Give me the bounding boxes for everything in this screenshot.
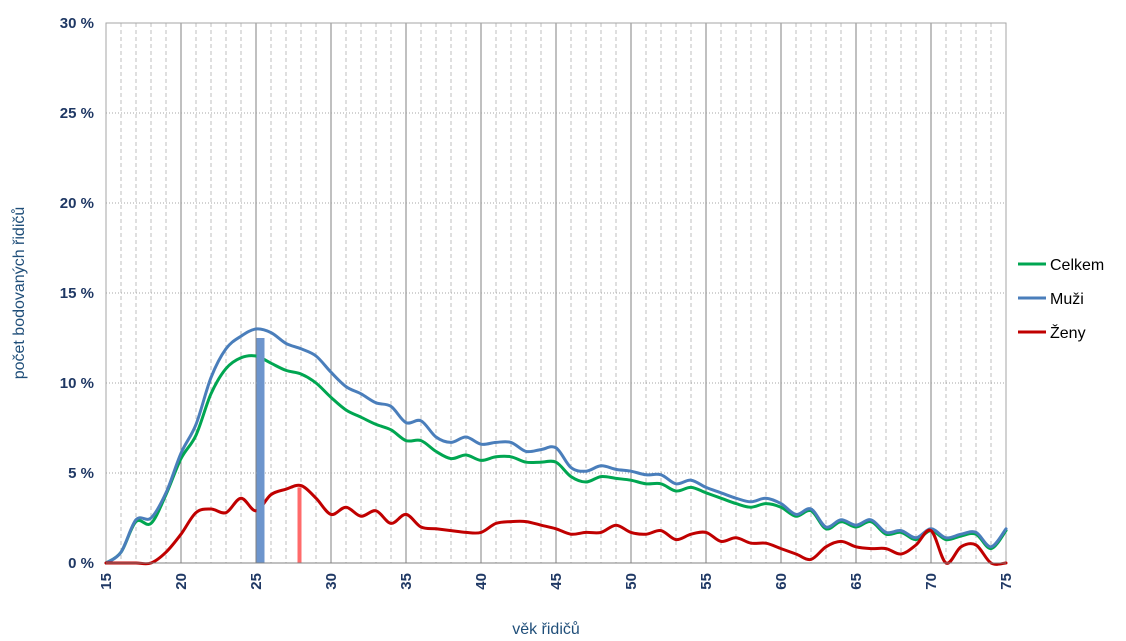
x-tick-label: 75 [998,573,1015,590]
marker-bars [256,338,302,563]
y-tick-label: 30 % [60,15,94,32]
y-tick-label: 20 % [60,195,94,212]
y-tick-label: 25 % [60,105,94,122]
y-tick-label: 15 % [60,285,94,302]
x-tick-label: 30 [323,573,340,590]
x-tick-label: 50 [623,573,640,590]
series-line-Muži [104,327,1008,565]
x-tick-label: 40 [473,573,490,590]
series-lines [104,327,1008,566]
y-tick-label: 5 % [68,465,94,482]
x-tick-label: 65 [848,573,865,590]
legend-label: Ženy [1050,323,1086,342]
y-axis-title: počet bodovaných řidičů [10,207,28,380]
x-tick-label: 45 [548,573,565,590]
x-tick-label: 25 [248,573,265,590]
x-axis-title: věk řidičů [512,620,580,638]
series-line-Ženy [104,483,1008,566]
x-axis-ticks: 15 20 25 30 35 40 45 50 55 60 65 70 75 [98,573,1015,590]
x-tick-label: 35 [398,573,415,590]
y-axis-ticks: 0 % 5 % 10 % 15 % 20 % 25 % 30 % [60,15,94,572]
y-tick-label: 10 % [60,375,94,392]
series-line-Celkem [104,354,1008,565]
x-tick-label: 60 [773,573,790,590]
x-tick-label: 20 [173,573,190,590]
x-tick-label: 55 [698,573,715,590]
legend-label: Muži [1050,291,1084,308]
x-tick-label: 15 [98,573,115,590]
x-tick-label: 70 [923,573,940,590]
major-gridlines [106,23,1006,563]
y-tick-label: 0 % [68,555,94,572]
legend: Celkem Muži Ženy [1018,257,1104,342]
legend-label: Celkem [1050,257,1104,274]
